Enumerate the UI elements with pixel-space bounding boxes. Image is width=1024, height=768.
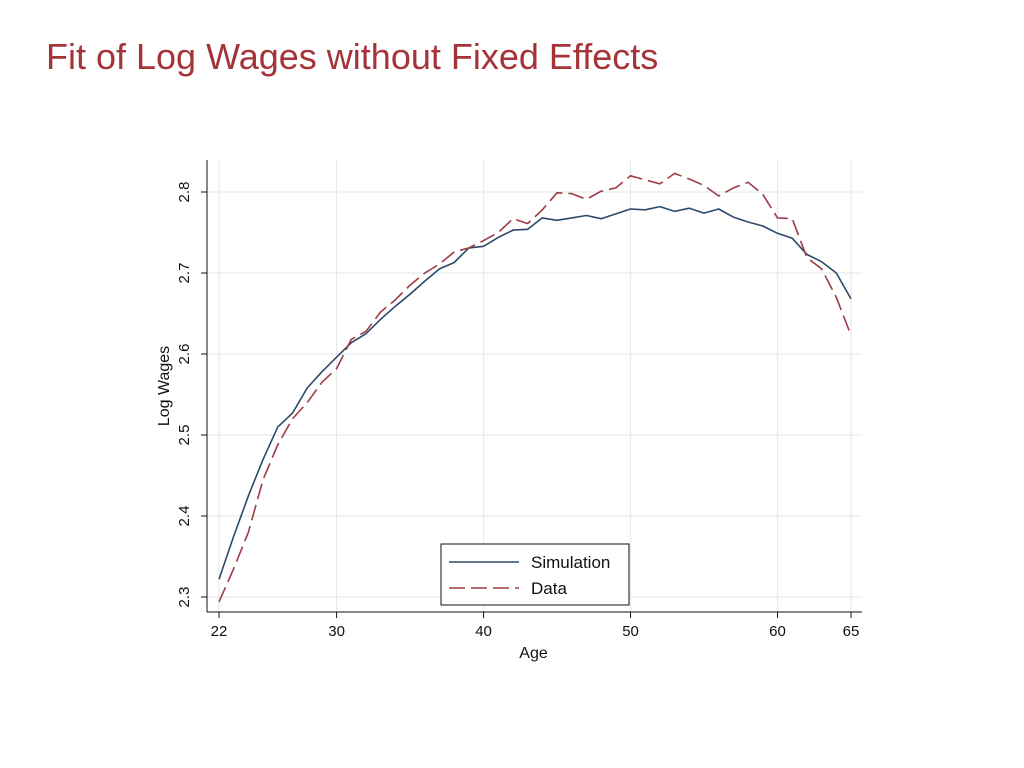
y-tick-label: 2.5 [176, 425, 193, 446]
series-lines [218, 172, 852, 603]
slide-title: Fit of Log Wages without Fixed Effects [46, 36, 659, 77]
y-tick-label: 2.6 [176, 344, 193, 365]
series-line-data [218, 172, 852, 603]
grid-lines [207, 160, 862, 612]
legend: Simulation Data [440, 543, 630, 606]
series-line-simulation [218, 205, 852, 580]
x-tick-label: 30 [328, 623, 345, 640]
y-axis-title: Log Wages [156, 346, 173, 426]
x-tick-label: 22 [211, 623, 228, 640]
x-tick-label: 65 [843, 623, 860, 640]
y-tick-label: 2.8 [176, 182, 193, 203]
axes: 22 30 40 50 60 65 2.3 2.4 2.5 2.6 2.7 2.8 Age Log Wag… [156, 160, 862, 662]
legend-box [440, 543, 630, 606]
legend-label-data: Data [531, 579, 567, 598]
legend-label-simulation: Simulation [531, 553, 610, 572]
y-tick-label: 2.7 [176, 263, 193, 284]
x-tick-label: 40 [475, 623, 492, 640]
y-tick-label: 2.3 [176, 587, 193, 608]
x-axis-title: Age [519, 645, 548, 662]
x-tick-label: 60 [769, 623, 786, 640]
y-tick-label: 2.4 [176, 506, 193, 527]
x-tick-label: 50 [622, 623, 639, 640]
